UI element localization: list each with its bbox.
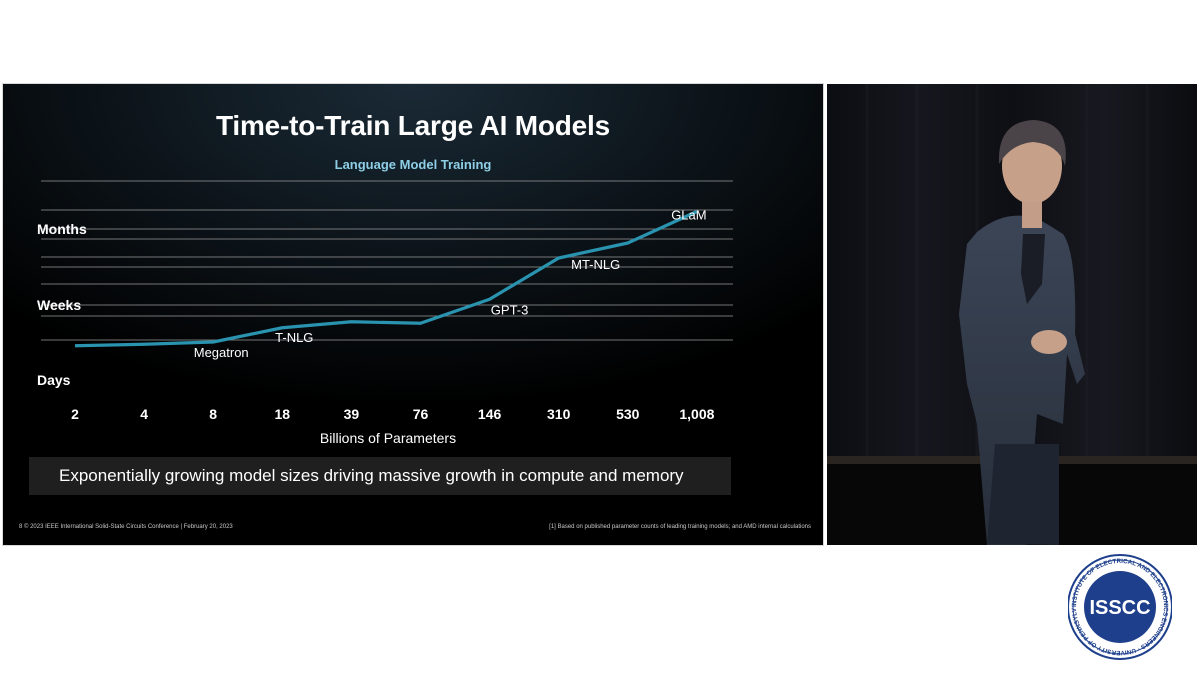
point-label: GPT-3: [491, 302, 529, 317]
presenter-image: [827, 84, 1197, 545]
slide-title: Time-to-Train Large AI Models: [215, 110, 611, 141]
isscc-seal-icon: INSTITUTE OF ELECTRICAL AND ELECTRONICS …: [1066, 543, 1173, 660]
y-axis-labels: Months Weeks Days: [37, 221, 87, 388]
point-label: GLaM: [671, 208, 706, 223]
point-labels: Megatron T-NLG GPT-3 MT-NLG GLaM: [194, 208, 707, 361]
chart-grid: [41, 180, 733, 341]
y-level-label: Weeks: [37, 297, 81, 313]
chart-series: [74, 210, 698, 348]
svg-text:ISSCC: ISSCC: [1089, 597, 1150, 619]
y-level-label: Months: [37, 221, 87, 237]
x-tick-label: 2: [71, 406, 79, 422]
x-tick-label: 76: [413, 406, 429, 422]
x-tick-label: 1,008: [679, 406, 714, 422]
summary-banner-text: Exponentially growing model sizes drivin…: [59, 466, 684, 485]
presentation-slide: Time-to-Train Large AI Models Language M…: [3, 84, 823, 545]
summary-banner: [29, 457, 731, 495]
x-tick-label: 146: [478, 406, 502, 422]
x-axis-ticks: 2 4 8 18 39 76 146 310 530 1,008: [71, 406, 715, 422]
x-axis-label: Billions of Parameters: [320, 430, 456, 446]
x-tick-label: 310: [547, 406, 571, 422]
series-line: [74, 210, 698, 348]
x-tick-label: 530: [616, 406, 640, 422]
x-tick-label: 4: [140, 406, 148, 422]
x-tick-label: 18: [275, 406, 291, 422]
x-tick-label: 39: [344, 406, 360, 422]
slide-footer-right: [1] Based on published parameter counts …: [549, 524, 811, 530]
slide-footer-left: 8 © 2023 IEEE International Solid-State …: [19, 524, 233, 530]
y-level-label: Days: [37, 372, 71, 388]
point-label: Megatron: [194, 345, 249, 360]
x-tick-label: 8: [209, 406, 217, 422]
point-label: T-NLG: [275, 330, 313, 345]
point-label: MT-NLG: [571, 257, 620, 272]
chart-subtitle: Language Model Training: [334, 157, 492, 172]
presenter-video: [827, 84, 1197, 545]
isscc-logo: INSTITUTE OF ELECTRICAL AND ELECTRONICS …: [1066, 543, 1173, 666]
